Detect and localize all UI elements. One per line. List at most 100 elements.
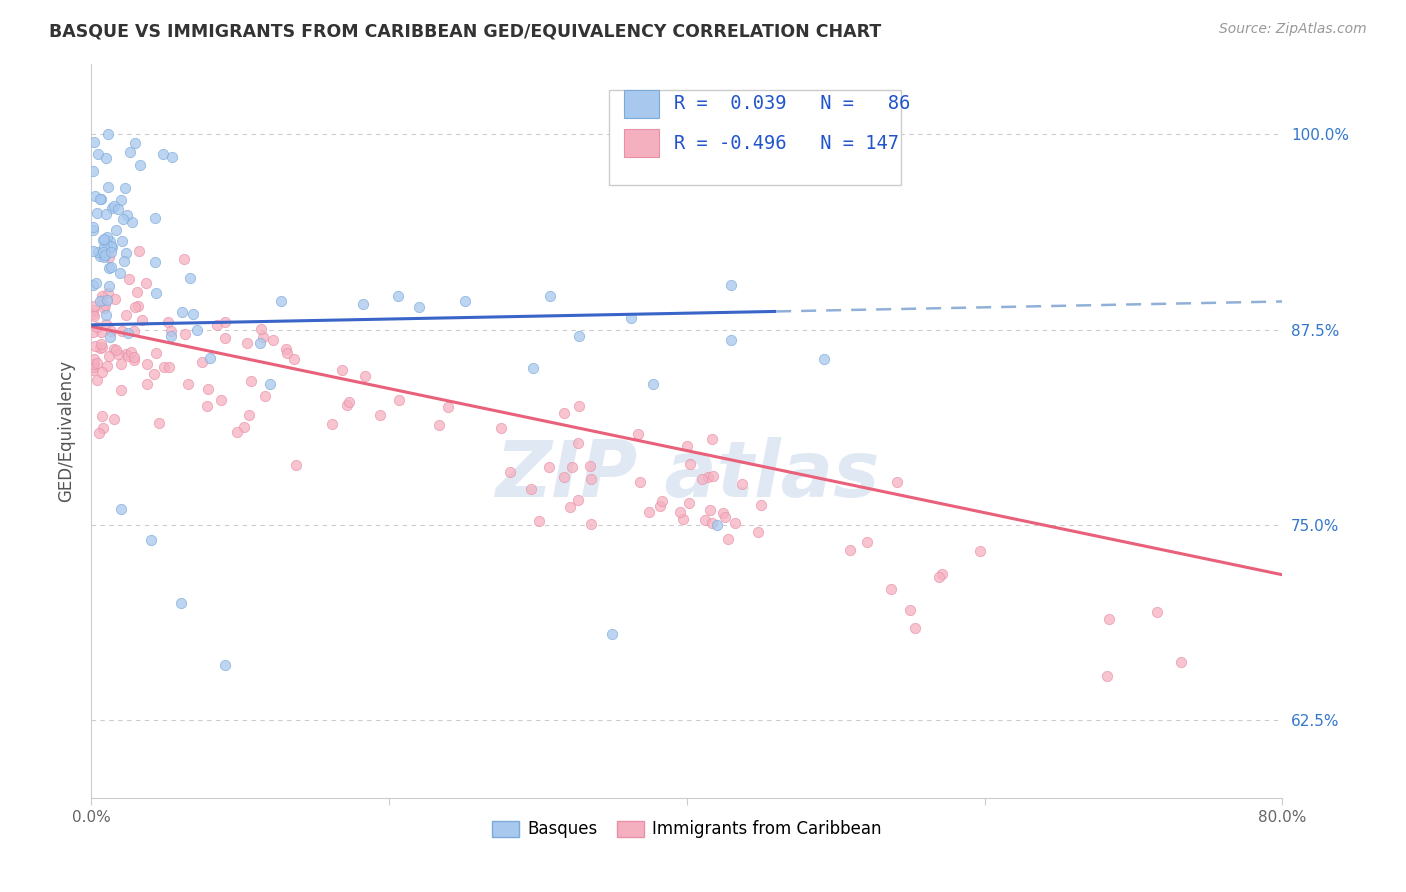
Point <box>177 376 200 391</box>
Point <box>101 202 124 216</box>
Point <box>93 232 115 246</box>
Point <box>91 421 114 435</box>
Point <box>321 417 343 431</box>
Point <box>173 326 195 341</box>
Point <box>678 495 700 509</box>
Point <box>198 351 221 365</box>
Point <box>139 533 162 548</box>
Point <box>499 465 522 479</box>
Point <box>731 477 754 491</box>
Point <box>679 457 702 471</box>
Point <box>560 500 582 515</box>
Point <box>96 359 118 373</box>
Point <box>700 516 723 531</box>
Point <box>702 469 724 483</box>
Point <box>838 543 860 558</box>
Point <box>114 245 136 260</box>
Point <box>880 582 903 596</box>
Point <box>388 393 411 408</box>
Point <box>205 318 228 332</box>
Point <box>197 382 219 396</box>
Point <box>886 475 908 489</box>
Point <box>353 368 375 383</box>
Point <box>276 345 298 359</box>
Point <box>567 493 589 508</box>
Point <box>112 253 135 268</box>
Point <box>931 566 953 581</box>
Point <box>100 324 122 338</box>
Point <box>651 494 673 508</box>
Point <box>98 234 121 248</box>
Point <box>107 202 129 217</box>
Point <box>225 425 247 440</box>
Point <box>148 417 170 431</box>
Point <box>233 419 256 434</box>
Point <box>724 516 747 530</box>
Point <box>903 621 925 635</box>
Point <box>117 208 139 222</box>
Point <box>94 151 117 165</box>
Point <box>87 146 110 161</box>
Point <box>648 499 671 513</box>
Point <box>105 343 128 357</box>
Point <box>714 509 737 524</box>
Text: Source: ZipAtlas.com: Source: ZipAtlas.com <box>1219 22 1367 37</box>
Point <box>93 250 115 264</box>
Point <box>90 365 112 379</box>
Point <box>711 506 734 520</box>
Point <box>82 220 104 235</box>
Point <box>129 158 152 172</box>
Point <box>672 511 695 525</box>
Point <box>195 399 218 413</box>
Point <box>527 514 550 528</box>
Point <box>104 292 127 306</box>
Point <box>270 294 292 309</box>
Point <box>135 276 157 290</box>
Text: R =  0.039   N =   86: R = 0.039 N = 86 <box>673 95 910 113</box>
Point <box>93 301 115 315</box>
Point <box>637 505 659 519</box>
Point <box>96 236 118 251</box>
Point <box>82 357 104 371</box>
Point <box>262 333 284 347</box>
Point <box>408 301 430 315</box>
Point <box>336 398 359 412</box>
Point <box>124 324 146 338</box>
Point <box>82 360 104 375</box>
Point <box>83 357 105 371</box>
Point <box>87 425 110 440</box>
Point <box>520 482 543 496</box>
Point <box>112 212 135 227</box>
Point <box>108 266 131 280</box>
Point <box>97 261 120 276</box>
Point <box>1170 655 1192 669</box>
Legend: Basques, Immigrants from Caribbean: Basques, Immigrants from Caribbean <box>485 814 889 845</box>
Point <box>100 239 122 253</box>
Point <box>330 362 353 376</box>
Point <box>118 271 141 285</box>
Point <box>695 513 717 527</box>
Point <box>120 344 142 359</box>
Point <box>276 343 298 357</box>
Point <box>538 289 561 303</box>
Text: R = -0.496   N = 147: R = -0.496 N = 147 <box>673 134 898 153</box>
Point <box>720 278 742 293</box>
Point <box>553 469 575 483</box>
Point <box>104 223 127 237</box>
Point <box>82 363 104 377</box>
Point <box>145 211 167 225</box>
Point <box>157 360 180 375</box>
Point <box>128 244 150 259</box>
Point <box>567 436 589 450</box>
Point <box>114 181 136 195</box>
Point <box>124 136 146 150</box>
Point <box>89 341 111 355</box>
Point <box>249 336 271 351</box>
Point <box>111 324 134 338</box>
Text: BASQUE VS IMMIGRANTS FROM CARIBBEAN GED/EQUIVALENCY CORRELATION CHART: BASQUE VS IMMIGRANTS FROM CARIBBEAN GED/… <box>49 22 882 40</box>
Point <box>100 260 122 274</box>
Point <box>84 338 107 352</box>
Point <box>110 502 132 516</box>
Point <box>491 420 513 434</box>
Point <box>86 206 108 220</box>
